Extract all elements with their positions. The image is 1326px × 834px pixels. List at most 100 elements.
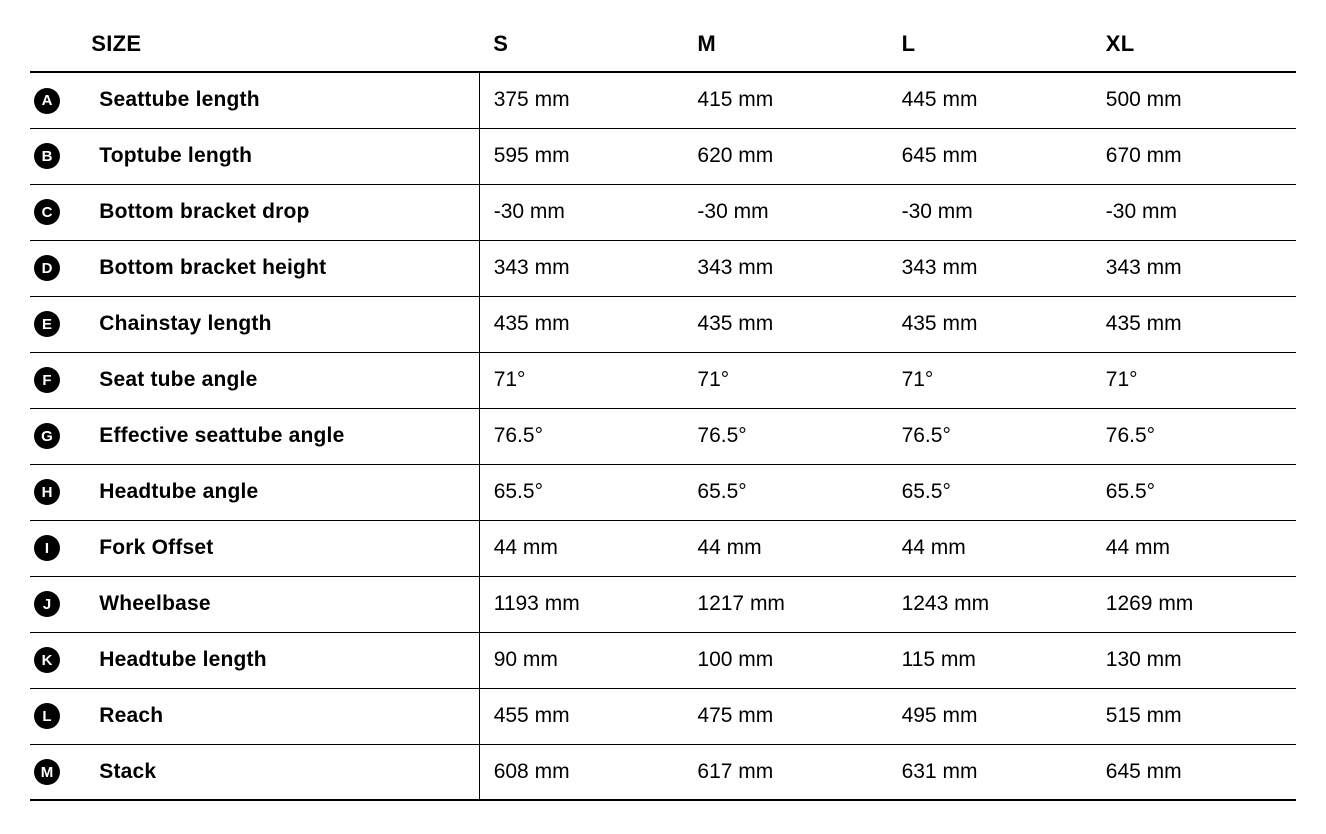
row-value-l: 435 mm (888, 296, 1092, 352)
row-label: Effective seattube angle (91, 408, 479, 464)
row-value-xl: 343 mm (1092, 240, 1296, 296)
row-letter-badge: G (34, 423, 60, 449)
row-value-xl: 44 mm (1092, 520, 1296, 576)
row-value-s: 375 mm (479, 72, 683, 128)
row-value-l: -30 mm (888, 184, 1092, 240)
row-value-xl: 1269 mm (1092, 576, 1296, 632)
row-value-l: 645 mm (888, 128, 1092, 184)
table-row: DBottom bracket height343 mm343 mm343 mm… (30, 240, 1296, 296)
row-value-l: 71° (888, 352, 1092, 408)
row-badge-cell: F (30, 352, 91, 408)
row-value-xl: 130 mm (1092, 632, 1296, 688)
row-value-s: 595 mm (479, 128, 683, 184)
row-label: Bottom bracket drop (91, 184, 479, 240)
row-badge-cell: H (30, 464, 91, 520)
row-letter-badge: C (34, 199, 60, 225)
header-m: M (683, 20, 887, 72)
row-value-m: 475 mm (683, 688, 887, 744)
table-row: K Headtube length90 mm100 mm115 mm130 mm (30, 632, 1296, 688)
row-value-s: 90 mm (479, 632, 683, 688)
row-value-m: 100 mm (683, 632, 887, 688)
row-letter-badge: M (34, 759, 60, 785)
row-value-m: 343 mm (683, 240, 887, 296)
row-value-s: -30 mm (479, 184, 683, 240)
row-letter-badge: K (34, 647, 60, 673)
header-size: SIZE (91, 20, 479, 72)
row-label: Bottom bracket height (91, 240, 479, 296)
table-row: FSeat tube angle71°71°71°71° (30, 352, 1296, 408)
row-value-xl: 71° (1092, 352, 1296, 408)
row-value-m: 415 mm (683, 72, 887, 128)
row-value-l: 115 mm (888, 632, 1092, 688)
row-value-s: 65.5° (479, 464, 683, 520)
row-value-s: 608 mm (479, 744, 683, 800)
row-badge-cell: C (30, 184, 91, 240)
row-letter-badge: D (34, 255, 60, 281)
row-value-xl: 515 mm (1092, 688, 1296, 744)
table-row: B Toptube length595 mm620 mm645 mm670 mm (30, 128, 1296, 184)
row-value-l: 631 mm (888, 744, 1092, 800)
row-label: Seat tube angle (91, 352, 479, 408)
table-row: GEffective seattube angle76.5°76.5°76.5°… (30, 408, 1296, 464)
row-value-l: 445 mm (888, 72, 1092, 128)
row-badge-cell: K (30, 632, 91, 688)
row-value-l: 76.5° (888, 408, 1092, 464)
row-letter-badge: A (34, 88, 60, 114)
row-value-xl: 435 mm (1092, 296, 1296, 352)
row-value-xl: 65.5° (1092, 464, 1296, 520)
row-value-m: 435 mm (683, 296, 887, 352)
row-value-xl: -30 mm (1092, 184, 1296, 240)
row-value-s: 455 mm (479, 688, 683, 744)
header-s: S (479, 20, 683, 72)
header-xl: XL (1092, 20, 1296, 72)
row-label: Fork Offset (91, 520, 479, 576)
table-row: EChainstay length435 mm435 mm435 mm435 m… (30, 296, 1296, 352)
table-row: CBottom bracket drop-30 mm-30 mm-30 mm-3… (30, 184, 1296, 240)
row-letter-badge: H (34, 479, 60, 505)
row-label: Toptube length (91, 128, 479, 184)
row-badge-cell: D (30, 240, 91, 296)
row-badge-cell: G (30, 408, 91, 464)
row-value-l: 495 mm (888, 688, 1092, 744)
row-value-m: 617 mm (683, 744, 887, 800)
row-letter-badge: F (34, 367, 60, 393)
row-value-m: -30 mm (683, 184, 887, 240)
row-value-l: 65.5° (888, 464, 1092, 520)
row-badge-cell: I (30, 520, 91, 576)
row-value-s: 343 mm (479, 240, 683, 296)
row-value-m: 44 mm (683, 520, 887, 576)
header-l: L (888, 20, 1092, 72)
row-value-xl: 76.5° (1092, 408, 1296, 464)
row-letter-badge: B (34, 143, 60, 169)
row-value-xl: 645 mm (1092, 744, 1296, 800)
table-body: ASeattube length375 mm415 mm445 mm500 mm… (30, 72, 1296, 800)
table-row: IFork Offset44 mm44 mm44 mm44 mm (30, 520, 1296, 576)
row-letter-badge: J (34, 591, 60, 617)
row-value-m: 620 mm (683, 128, 887, 184)
row-label: Reach (91, 688, 479, 744)
row-value-s: 76.5° (479, 408, 683, 464)
row-label: Chainstay length (91, 296, 479, 352)
row-letter-badge: L (34, 703, 60, 729)
table-row: L Reach455 mm475 mm495 mm515 mm (30, 688, 1296, 744)
row-value-m: 65.5° (683, 464, 887, 520)
row-badge-cell: E (30, 296, 91, 352)
row-value-l: 1243 mm (888, 576, 1092, 632)
row-value-m: 1217 mm (683, 576, 887, 632)
row-label: Headtube length (91, 632, 479, 688)
row-value-l: 44 mm (888, 520, 1092, 576)
row-badge-cell: B (30, 128, 91, 184)
row-value-s: 435 mm (479, 296, 683, 352)
table-row: JWheelbase1193 mm1217 mm1243 mm1269 mm (30, 576, 1296, 632)
row-value-m: 71° (683, 352, 887, 408)
row-badge-cell: M (30, 744, 91, 800)
row-label: Stack (91, 744, 479, 800)
row-value-xl: 670 mm (1092, 128, 1296, 184)
row-value-l: 343 mm (888, 240, 1092, 296)
row-letter-badge: I (34, 535, 60, 561)
row-badge-cell: J (30, 576, 91, 632)
row-letter-badge: E (34, 311, 60, 337)
row-badge-cell: A (30, 72, 91, 128)
geometry-table: SIZE S M L XL ASeattube length375 mm415 … (30, 20, 1296, 801)
table-row: HHeadtube angle65.5°65.5°65.5°65.5° (30, 464, 1296, 520)
